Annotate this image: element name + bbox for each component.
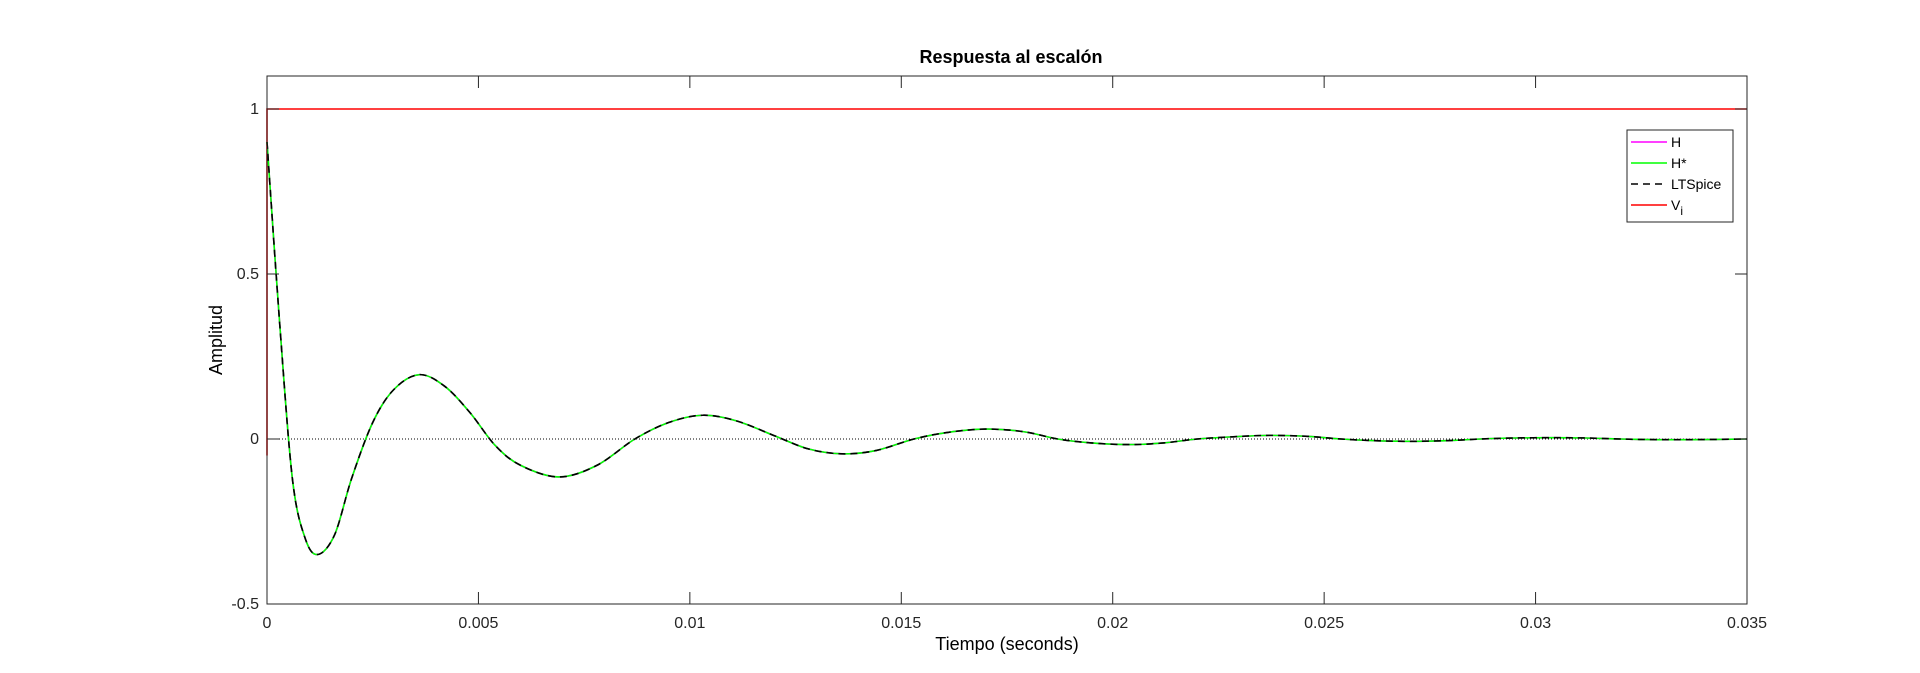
y-tick-label: 0 (250, 431, 259, 448)
axes-box (266, 75, 1748, 605)
x-axis-label: Tiempo (seconds) (935, 634, 1078, 654)
legend-label-1: H (1671, 134, 1681, 150)
x-tick-label: 0.01 (674, 615, 705, 632)
legend-label-3: LTSpice (1671, 176, 1722, 192)
legend-label-4: Vi (1671, 197, 1683, 218)
y-tick-label: 0.5 (237, 266, 259, 283)
y-tick-label: 1 (250, 101, 259, 118)
x-tick-label: 0 (263, 615, 272, 632)
y-tick-label: -0.5 (231, 596, 259, 613)
legend-box (1626, 129, 1734, 223)
x-tick-label: 0.03 (1520, 615, 1551, 632)
x-tick-label: 0.035 (1727, 615, 1767, 632)
x-tick-label: 0.025 (1304, 615, 1344, 632)
x-tick-label: 0.005 (458, 615, 498, 632)
series-line-3 (266, 141, 1748, 556)
plot-area: 0 0.005 0.01 0.015 0.02 0.025 0.03 0.035-0.500.… (231, 75, 1767, 632)
chart-title: Respuesta al escalón (919, 47, 1102, 67)
axes-background (267, 76, 1747, 604)
y-axis-label: Amplitud (206, 305, 226, 375)
x-tick-label: 0.015 (881, 615, 921, 632)
legend-items: H H* LTSpice Vi (1631, 134, 1722, 218)
legend-label-subscript: i (1680, 204, 1683, 218)
x-tick-label: 0.02 (1097, 615, 1128, 632)
tick-layer: 0 0.005 0.01 0.015 0.02 0.025 0.03 0.035-0.500.… (231, 76, 1767, 632)
legend: H H* LTSpice Vi (1626, 129, 1734, 223)
legend-label-2: H* (1671, 155, 1687, 171)
